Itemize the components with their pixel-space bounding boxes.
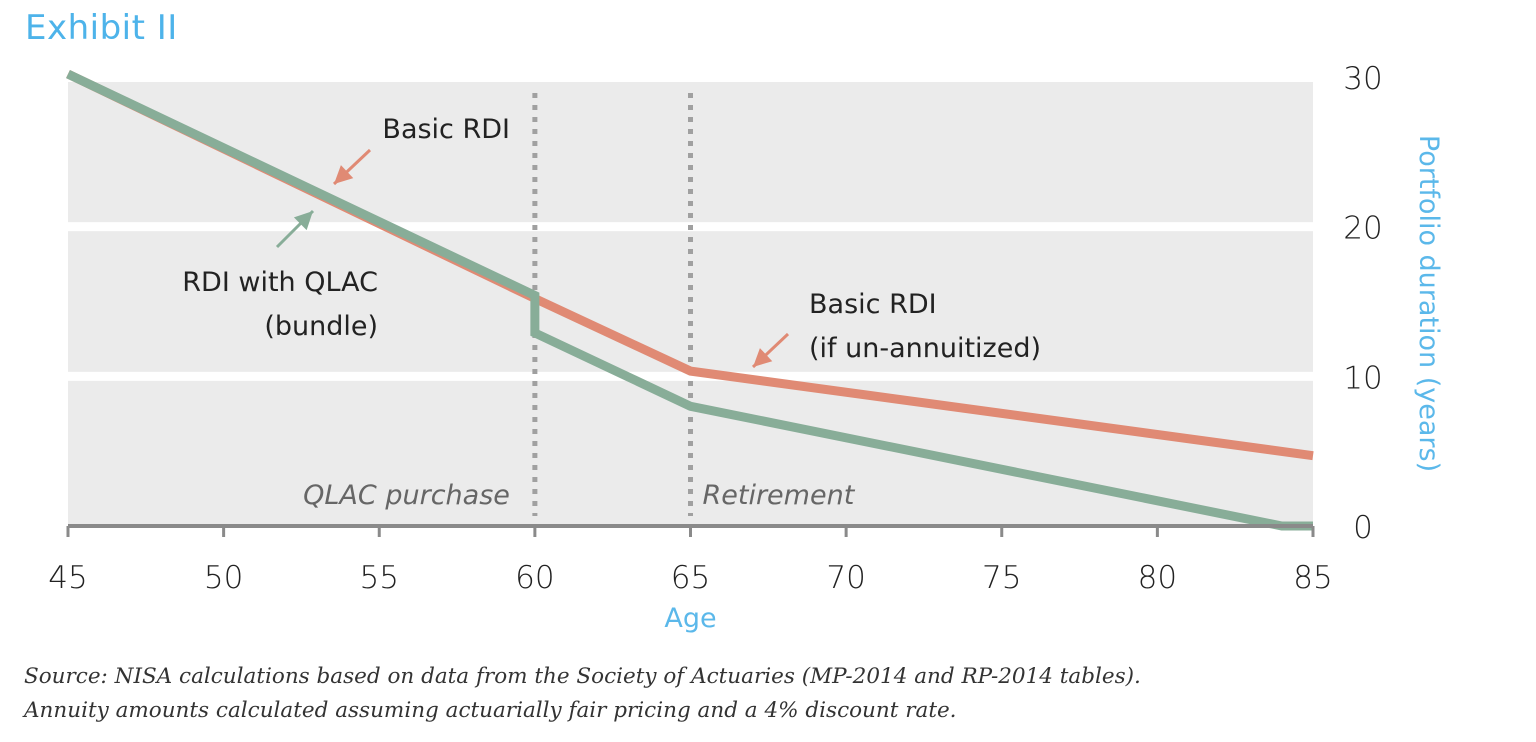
x-tick-label: 80 (1138, 560, 1177, 596)
annotation-basic-rdi-unannuitized: (if un-annuitized) (809, 333, 1041, 364)
x-axis-title: Age (664, 603, 716, 634)
annotation-rdi-with-qlac: (bundle) (264, 311, 378, 342)
x-tick-label: 65 (671, 560, 710, 596)
x-tick-label: 85 (1293, 560, 1332, 596)
x-tick-label: 45 (48, 560, 87, 596)
annotations: Basic RDI RDI with QLAC (bundle) Basic RDI (… (182, 114, 1041, 369)
background-bands (68, 82, 1313, 526)
marker-label: Retirement (703, 480, 856, 511)
x-tick-label: 50 (204, 560, 243, 596)
marker-label: QLAC purchase (303, 480, 510, 511)
annotation-rdi-with-qlac: RDI with QLAC (182, 267, 378, 298)
x-axis: 45 50 55 60 65 70 75 80 85 (48, 524, 1333, 596)
x-tick-label: 75 (982, 560, 1021, 596)
source-line: Source: NISA calculations based on data … (24, 664, 1141, 689)
annotation-basic-rdi: Basic RDI (382, 114, 510, 145)
x-tick-label: 70 (826, 560, 865, 596)
exhibit-title: Exhibit II (25, 8, 178, 48)
annotation-arrow-head (753, 348, 773, 367)
annotation-arrow-head (293, 211, 313, 231)
y-tick-label: 30 (1343, 61, 1382, 97)
y-tick-label: 20 (1343, 211, 1382, 247)
annotation-arrow-head (334, 165, 354, 184)
source-note: Source: NISA calculations based on data … (24, 660, 1141, 728)
x-tick-label: 60 (515, 560, 554, 596)
x-tick-label: 55 (360, 560, 399, 596)
annotation-basic-rdi-unannuitized: Basic RDI (809, 289, 937, 320)
y-tick-label: 0 (1353, 510, 1373, 546)
vertical-markers: QLAC purchase Retirement (303, 93, 856, 516)
y-axis-title: Portfolio duration (years) (1413, 135, 1444, 472)
chart: QLAC purchase Retirement 45 50 55 60 65 70 75 80… (48, 61, 1444, 634)
y-axis: 0 10 20 30 (1343, 61, 1382, 546)
y-tick-label: 10 (1343, 360, 1382, 396)
source-line: Annuity amounts calculated assuming actu… (24, 698, 957, 723)
